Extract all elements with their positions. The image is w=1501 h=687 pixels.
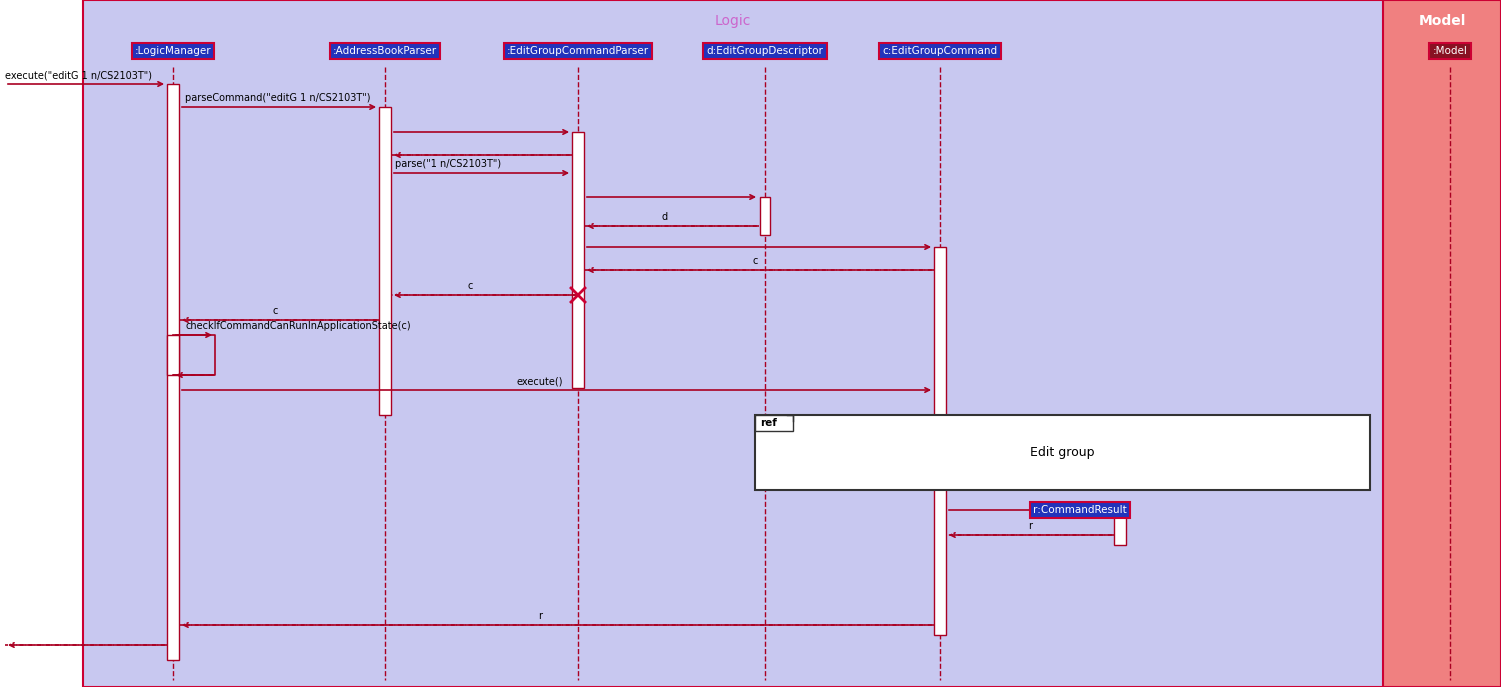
Bar — [1382, 0, 1501, 687]
Text: ref: ref — [760, 418, 778, 428]
Text: :EditGroupCommandParser: :EditGroupCommandParser — [507, 46, 648, 56]
Bar — [755, 415, 1370, 490]
Bar — [0, 0, 83, 687]
Text: :LogicManager: :LogicManager — [135, 46, 212, 56]
Text: parseCommand("editG 1 n/CS2103T"): parseCommand("editG 1 n/CS2103T") — [185, 93, 371, 103]
Bar — [167, 335, 179, 375]
Text: Logic: Logic — [714, 14, 750, 28]
Bar — [83, 0, 1430, 687]
Text: parse("1 n/CS2103T"): parse("1 n/CS2103T") — [395, 159, 501, 169]
Bar — [572, 132, 584, 388]
Text: c: c — [752, 256, 758, 266]
Text: c:EditGroupCommand: c:EditGroupCommand — [883, 46, 998, 56]
Text: :Model: :Model — [1432, 46, 1468, 56]
Text: c: c — [467, 281, 473, 291]
Text: Model: Model — [1418, 14, 1465, 28]
Text: :AddressBookParser: :AddressBookParser — [333, 46, 437, 56]
Text: execute("editG 1 n/CS2103T"): execute("editG 1 n/CS2103T") — [5, 70, 152, 80]
Bar — [755, 415, 793, 431]
Text: r: r — [537, 611, 542, 621]
Text: Edit group: Edit group — [1030, 446, 1094, 459]
Text: r: r — [1028, 521, 1033, 531]
Text: c: c — [272, 306, 278, 316]
Bar — [934, 247, 946, 635]
Bar — [760, 197, 770, 235]
Text: r:CommandResult: r:CommandResult — [1033, 505, 1127, 515]
Text: d: d — [662, 212, 668, 222]
Text: execute(): execute() — [516, 376, 563, 386]
Bar — [378, 107, 390, 415]
Text: d:EditGroupDescriptor: d:EditGroupDescriptor — [707, 46, 824, 56]
Text: checkIfCommandCanRunInApplicationState(c): checkIfCommandCanRunInApplicationState(c… — [185, 321, 411, 331]
Bar — [1114, 505, 1126, 545]
Bar — [167, 84, 179, 660]
